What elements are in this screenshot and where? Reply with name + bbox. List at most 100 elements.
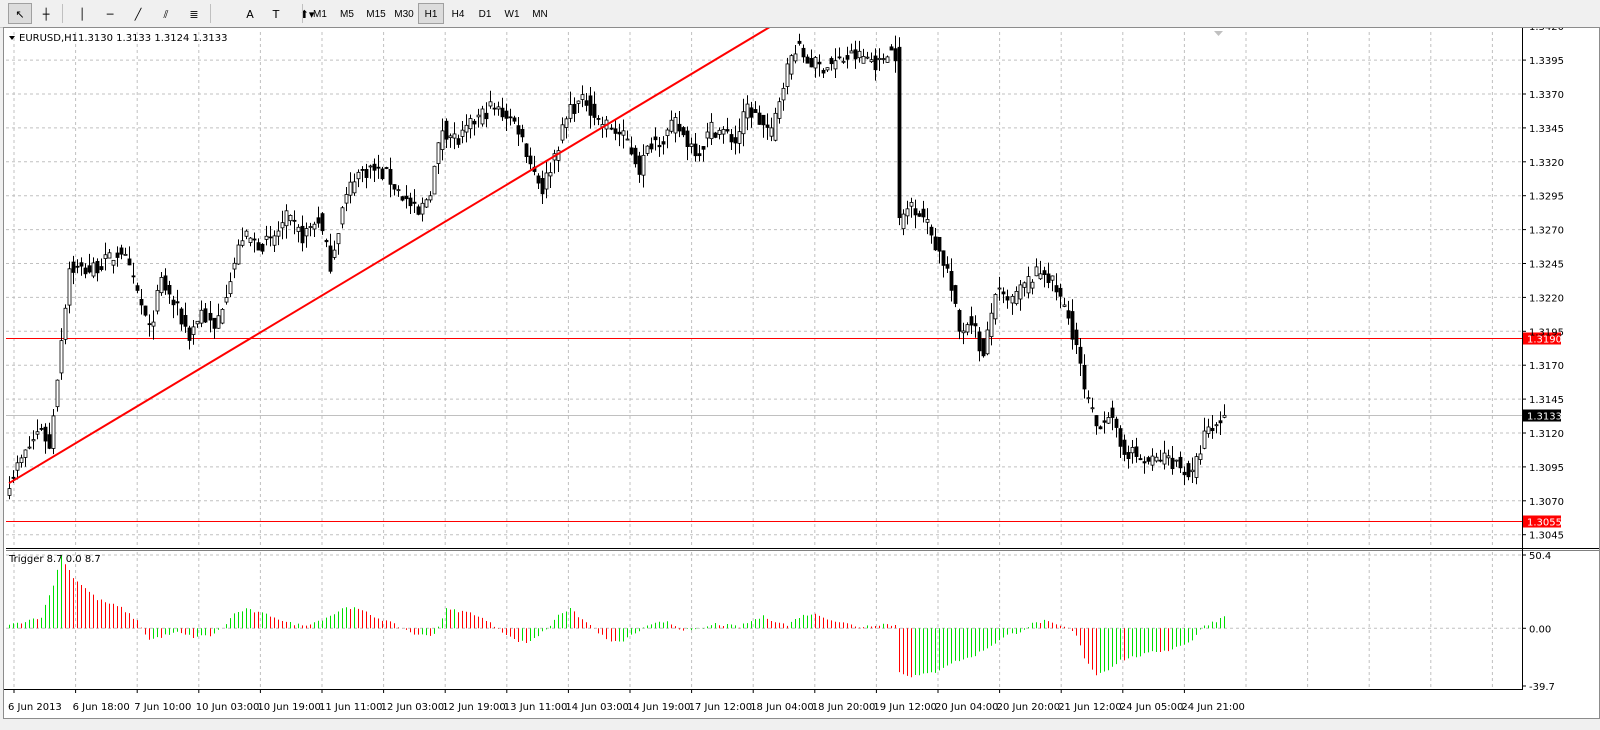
candle-body — [252, 238, 257, 241]
candle-body — [929, 226, 934, 236]
candle-body — [187, 327, 192, 341]
horizontal-lines[interactable]: 1.3190 1.3055 — [6, 332, 1562, 529]
candle-body — [1190, 469, 1195, 473]
timeframe-h4-button[interactable]: H4 — [451, 9, 465, 20]
candle-body — [171, 299, 176, 306]
candle-body — [312, 223, 317, 230]
candle-body — [829, 58, 834, 65]
candle-body — [572, 103, 577, 114]
timeframe-m15-button[interactable]: M15 — [366, 9, 386, 20]
candle-body — [316, 217, 321, 224]
candle-body — [1182, 471, 1187, 476]
candle-body — [264, 235, 269, 240]
candle-body — [837, 56, 842, 59]
candle-body — [468, 118, 473, 130]
crosshair-tool-button[interactable]: ┼ — [42, 8, 50, 21]
candle-body — [244, 230, 249, 237]
hline-price-label: 1.3190 — [1527, 335, 1562, 346]
candle-body — [653, 136, 658, 141]
equidistant-channel-tool-button[interactable]: ⫽ — [163, 8, 169, 21]
candle-body — [793, 53, 798, 62]
candle-body — [568, 104, 573, 119]
candle-body — [1194, 456, 1199, 478]
price-tick-label: 1.3395 — [1529, 56, 1564, 67]
candle-body — [392, 184, 397, 190]
text-label-tool-button[interactable]: T — [272, 8, 280, 21]
time-tick-label: 18 Jun 04:00 — [750, 702, 814, 713]
time-tick-label: 12 Jun 19:00 — [442, 702, 506, 713]
candle-body — [19, 457, 24, 464]
timeframe-d1-button[interactable]: D1 — [478, 9, 492, 20]
vertical-line-tool-button[interactable]: │ — [78, 8, 86, 21]
trendline[interactable] — [8, 28, 787, 485]
candle-body — [195, 320, 200, 325]
trendline-tool-button[interactable]: ╱ — [134, 8, 142, 21]
arrows-tool-button[interactable]: ⬆▾ — [299, 8, 315, 21]
timeframe-w1-button[interactable]: W1 — [504, 9, 520, 20]
candle-body — [665, 129, 670, 137]
candle-body — [464, 124, 469, 133]
candle-body — [428, 195, 433, 201]
candle-body — [504, 110, 509, 119]
candle-body — [977, 331, 982, 352]
timeframe-m1-button[interactable]: M1 — [313, 9, 327, 20]
candle-body — [75, 265, 80, 268]
candle-body — [761, 114, 766, 126]
timeframe-h1-button[interactable]: H1 — [418, 3, 444, 24]
timeframe-m30-button[interactable]: M30 — [394, 9, 414, 20]
candle-body — [1022, 282, 1027, 288]
candle-body — [1062, 304, 1067, 307]
candle-body — [356, 171, 361, 180]
candle-body — [1066, 310, 1071, 319]
time-tick-label: 21 Jun 12:00 — [1058, 702, 1122, 713]
time-tick-label: 10 Jun 19:00 — [257, 702, 321, 713]
candle-body — [1082, 364, 1087, 390]
cursor-tool-button[interactable]: ↖ — [8, 3, 32, 24]
candle-body — [260, 243, 265, 252]
toolbar-separator — [62, 4, 63, 23]
candle-body — [733, 137, 738, 144]
toolbar-separator — [210, 4, 211, 23]
candle-body — [1110, 407, 1115, 418]
candle-body — [981, 338, 986, 357]
candle-body — [1174, 459, 1179, 462]
candle-body — [933, 236, 938, 251]
candle-body — [516, 125, 521, 135]
candle-body — [416, 206, 421, 215]
candle-body — [1158, 459, 1163, 462]
indicator-tick-label: 50.4 — [1529, 551, 1551, 562]
candle-body — [448, 135, 453, 139]
candle-body — [488, 101, 493, 107]
time-tick-label: 20 Jun 20:00 — [997, 702, 1061, 713]
collapse-triangle-icon[interactable] — [9, 36, 15, 40]
current-price-tag — [1523, 409, 1561, 422]
candle-body — [7, 488, 12, 496]
price-tick-label: 1.3370 — [1529, 90, 1564, 101]
text-tool-button[interactable]: A — [246, 8, 254, 21]
candle-body — [191, 326, 196, 335]
candle-body — [1210, 427, 1215, 432]
timeframe-mn-button[interactable]: MN — [532, 9, 548, 20]
candle-body — [588, 95, 593, 116]
candle-body — [1074, 329, 1079, 346]
horizontal-line-tool-button[interactable]: ─ — [106, 8, 114, 21]
candle-body — [119, 247, 124, 255]
candle-body — [1222, 414, 1227, 418]
timeframe-m5-button[interactable]: M5 — [340, 9, 354, 20]
candle-body — [745, 103, 750, 119]
chart-shift-marker-icon[interactable] — [1214, 31, 1223, 36]
candle-body — [677, 123, 682, 132]
fibonacci-retracement-tool-button[interactable]: ≣ — [189, 8, 199, 21]
candle-body — [937, 236, 942, 252]
candle-body — [376, 166, 381, 169]
candle-body — [272, 235, 277, 246]
candle-body — [123, 253, 128, 256]
candle-body — [440, 130, 445, 150]
candle-body — [897, 46, 902, 219]
candle-body — [31, 439, 36, 442]
candle-body — [1166, 455, 1171, 459]
candle-body — [697, 153, 702, 157]
candle-body — [617, 131, 622, 135]
